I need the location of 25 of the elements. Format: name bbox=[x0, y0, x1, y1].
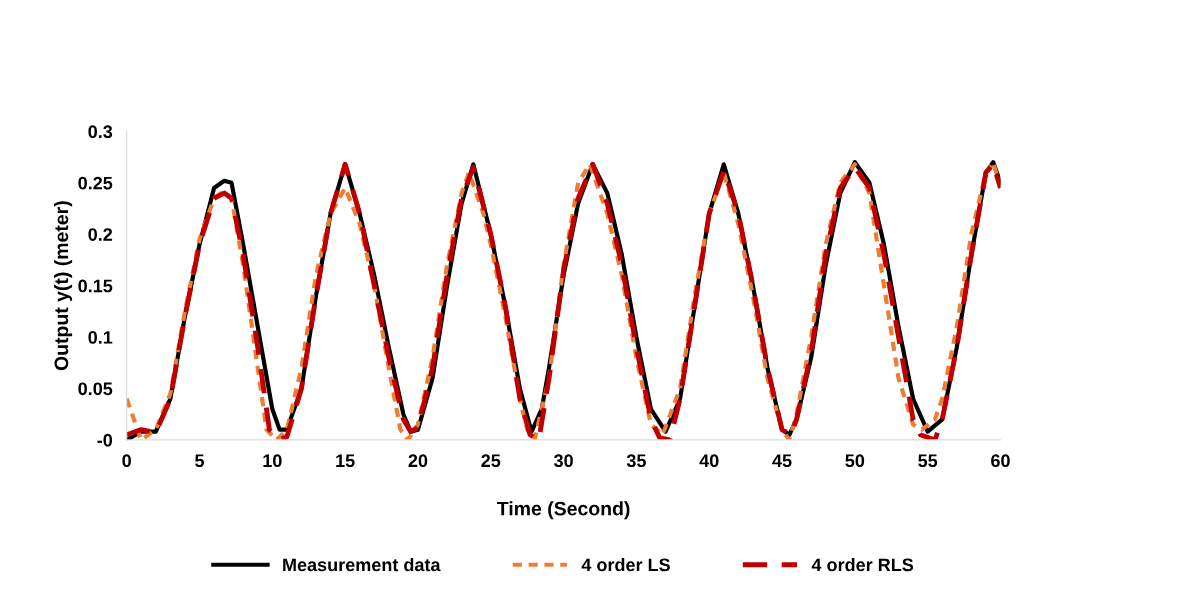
x-tick-label: 50 bbox=[845, 454, 865, 468]
x-tick-label: 20 bbox=[408, 454, 428, 468]
x-tick-label: 55 bbox=[918, 454, 938, 468]
x-tick-label: 45 bbox=[772, 454, 792, 468]
x-axis-title: Time (Second) bbox=[496, 501, 630, 520]
y-tick-label: 0.2 bbox=[88, 228, 113, 241]
legend-label: 4 order LS bbox=[581, 557, 670, 572]
legend-label: Measurement data bbox=[283, 557, 441, 572]
y-tick-label: 0.05 bbox=[78, 382, 113, 396]
y-tick-label: 0.25 bbox=[78, 176, 113, 190]
y-tick-label: -0 bbox=[97, 433, 113, 447]
y-tick-label: 0.3 bbox=[88, 125, 113, 139]
x-tick-label: 30 bbox=[553, 454, 573, 468]
y-axis-title: Output y(t) (meter) bbox=[53, 201, 73, 371]
x-tick-label: 10 bbox=[263, 454, 282, 468]
x-tick-label: 60 bbox=[991, 454, 1010, 468]
x-tick-label: 35 bbox=[626, 454, 646, 468]
legend-label: 4 order RLS bbox=[811, 557, 914, 572]
x-tick-label: 0 bbox=[122, 454, 131, 468]
y-tick-label: 0.15 bbox=[78, 279, 113, 293]
x-tick-label: 40 bbox=[699, 454, 719, 468]
y-tick-label: 0.1 bbox=[88, 331, 113, 344]
x-tick-label: 25 bbox=[481, 454, 501, 468]
x-tick-label: 15 bbox=[336, 454, 355, 468]
x-tick-label: 5 bbox=[195, 454, 205, 468]
